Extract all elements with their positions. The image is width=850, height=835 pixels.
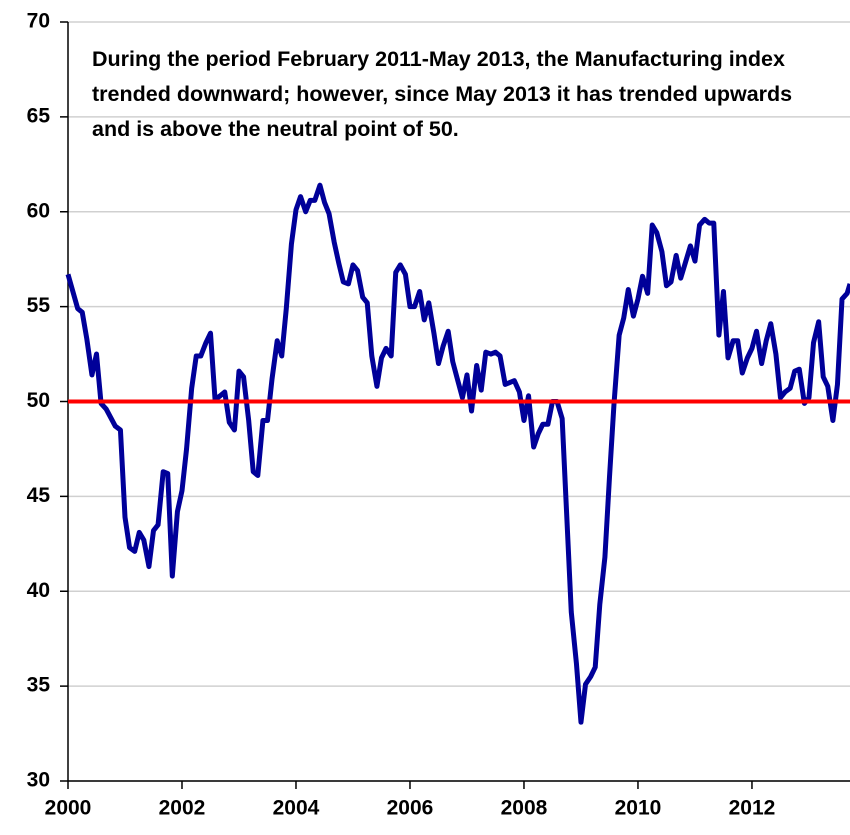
annotation: During the period February 2011-May 2013… — [92, 47, 793, 141]
y-tick-label: 45 — [27, 484, 51, 507]
y-tick-label: 40 — [27, 579, 50, 602]
x-tick-label: 2010 — [615, 797, 662, 820]
y-tick-label: 70 — [27, 10, 50, 33]
x-tick-label: 2006 — [387, 797, 434, 820]
y-tick-label: 35 — [27, 674, 51, 697]
x-tick-label: 2012 — [729, 797, 776, 820]
x-tick-label: 2002 — [159, 797, 206, 820]
y-tick-label: 30 — [27, 769, 50, 792]
x-tick-label: 2008 — [501, 797, 548, 820]
y-tick-label: 50 — [27, 389, 50, 412]
y-tick-label: 60 — [27, 199, 50, 222]
x-tick-label: 2000 — [45, 797, 92, 820]
y-tick-label: 55 — [27, 294, 51, 317]
x-tick-label: 2004 — [273, 797, 320, 820]
y-tick-label: 65 — [27, 104, 51, 127]
data-line — [65, 182, 850, 725]
